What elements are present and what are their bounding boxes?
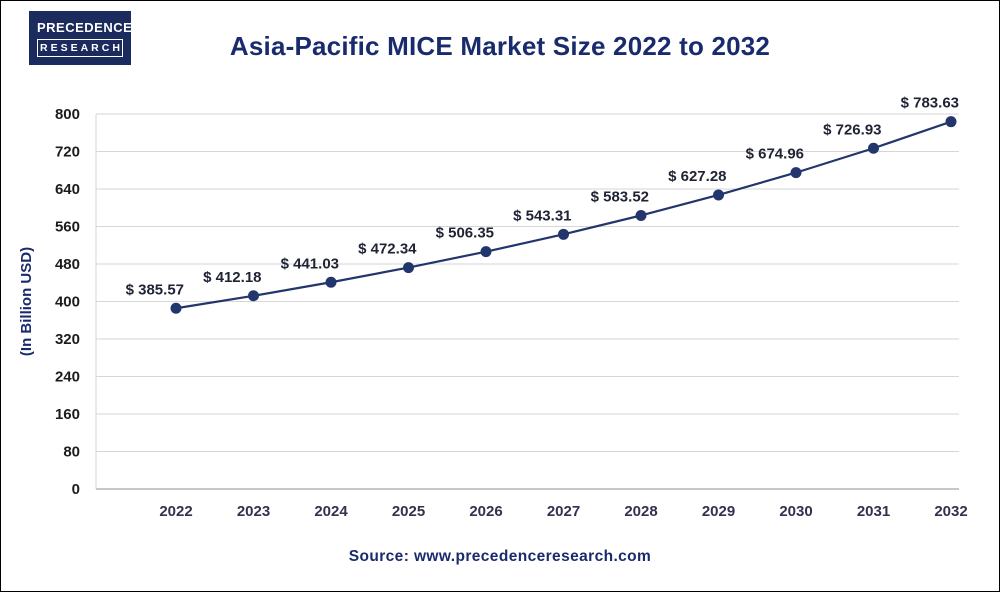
y-tick-label: 240 [55,369,80,386]
y-tick-label: 80 [63,444,80,461]
y-tick-label: 0 [72,481,80,498]
data-point-label: $ 783.63 [901,95,959,112]
data-point-label: $ 472.34 [358,241,417,258]
y-tick-label: 320 [55,331,80,348]
data-point-label: $ 385.57 [126,281,184,298]
x-tick-label: 2032 [934,503,967,520]
y-tick-label: 480 [55,256,80,273]
logo-text-precedence: PRECEDENCE [37,20,133,35]
data-point [325,276,337,288]
x-tick-label: 2026 [469,503,502,520]
chart-plot-area: 0 80 160 240 320 400 480 560 640 720 800 2022 2023 20… [1,91,999,536]
line-chart: 0 80 160 240 320 400 480 560 640 720 800 2022 2023 20… [18,95,968,520]
data-point-label: $ 412.18 [203,269,261,286]
logo-text-research: RESEARCH [37,39,123,57]
x-tick-label: 2022 [159,503,192,520]
x-tick-label: 2030 [779,503,812,520]
x-tick-label: 2023 [237,503,270,520]
y-tick-label: 640 [55,181,80,198]
y-tick-label: 720 [55,144,80,161]
x-tick-label: 2027 [547,503,580,520]
x-tick-label: 2031 [857,503,890,520]
data-point-label: $ 674.96 [746,146,804,163]
data-point-label: $ 543.31 [513,207,571,224]
data-point [790,167,802,179]
data-point [558,228,569,240]
data-point-label: $ 441.03 [281,255,339,272]
y-axis-title: (In Billion USD) [18,247,35,356]
x-tick-label: 2028 [624,503,657,520]
chart-title: Asia-Pacific MICE Market Size 2022 to 20… [229,31,771,61]
data-point [403,262,414,274]
data-point [170,302,182,314]
y-tick-label: 560 [55,219,80,236]
source-text: Source: www.precedenceresearch.com [348,548,652,565]
x-tick-label: 2029 [702,503,735,520]
precedence-research-logo: PRECEDENCE RESEARCH [29,11,133,65]
data-point [713,189,724,201]
data-point [868,142,879,154]
data-point-label: $ 627.28 [668,168,726,185]
data-point-label: $ 506.35 [436,225,494,242]
data-point-label: $ 583.52 [591,188,649,205]
y-tick-label: 800 [55,106,80,123]
y-tick-label: 160 [55,406,80,423]
chart-header: PRECEDENCE RESEARCH Asia-Pacific MICE Ma… [1,1,999,91]
data-point-label: $ 726.93 [823,121,881,138]
data-point [635,209,647,221]
data-point [480,246,492,258]
data-point [945,116,957,128]
data-point [248,290,259,302]
y-tick-label: 400 [55,294,80,311]
x-tick-label: 2025 [392,503,425,520]
x-tick-label: 2024 [314,503,348,520]
